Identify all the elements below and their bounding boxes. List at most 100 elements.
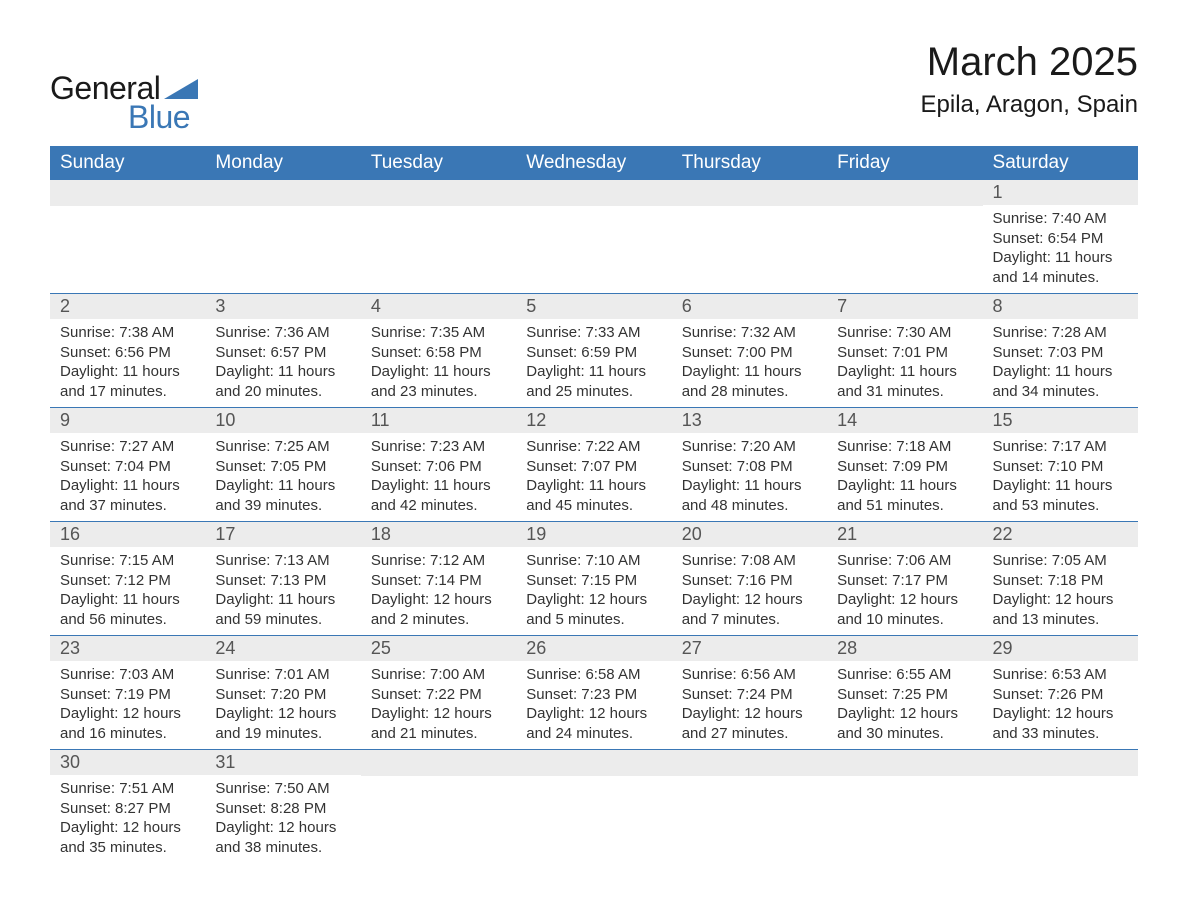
day-number: 25 bbox=[361, 636, 516, 661]
sunrise-text: Sunrise: 7:35 AM bbox=[371, 323, 506, 343]
empty-day-number bbox=[50, 180, 205, 206]
day-cell bbox=[50, 180, 205, 293]
day-number: 29 bbox=[983, 636, 1138, 661]
day-details: Sunrise: 7:38 AMSunset: 6:56 PMDaylight:… bbox=[50, 319, 205, 407]
day-number: 11 bbox=[361, 408, 516, 433]
sunrise-text: Sunrise: 7:50 AM bbox=[215, 779, 350, 799]
sunset-text: Sunset: 7:18 PM bbox=[993, 571, 1128, 591]
empty-day-body bbox=[361, 776, 516, 863]
daylight-text: Daylight: 12 hours and 5 minutes. bbox=[526, 590, 661, 629]
week-row: 2Sunrise: 7:38 AMSunset: 6:56 PMDaylight… bbox=[50, 293, 1138, 407]
day-number: 8 bbox=[983, 294, 1138, 319]
sunset-text: Sunset: 7:13 PM bbox=[215, 571, 350, 591]
day-cell: 16Sunrise: 7:15 AMSunset: 7:12 PMDayligh… bbox=[50, 522, 205, 635]
daylight-text: Daylight: 11 hours and 51 minutes. bbox=[837, 476, 972, 515]
week-row: 16Sunrise: 7:15 AMSunset: 7:12 PMDayligh… bbox=[50, 521, 1138, 635]
sunset-text: Sunset: 8:27 PM bbox=[60, 799, 195, 819]
weekday-header-row: Sunday Monday Tuesday Wednesday Thursday… bbox=[50, 146, 1138, 180]
sunset-text: Sunset: 7:22 PM bbox=[371, 685, 506, 705]
daylight-text: Daylight: 12 hours and 13 minutes. bbox=[993, 590, 1128, 629]
sunrise-text: Sunrise: 7:12 AM bbox=[371, 551, 506, 571]
sunset-text: Sunset: 7:05 PM bbox=[215, 457, 350, 477]
sunset-text: Sunset: 7:23 PM bbox=[526, 685, 661, 705]
sunrise-text: Sunrise: 6:58 AM bbox=[526, 665, 661, 685]
week-row: 9Sunrise: 7:27 AMSunset: 7:04 PMDaylight… bbox=[50, 407, 1138, 521]
day-cell: 12Sunrise: 7:22 AMSunset: 7:07 PMDayligh… bbox=[516, 408, 671, 521]
sunrise-text: Sunrise: 7:28 AM bbox=[993, 323, 1128, 343]
day-details: Sunrise: 6:53 AMSunset: 7:26 PMDaylight:… bbox=[983, 661, 1138, 749]
empty-day-number bbox=[672, 750, 827, 776]
day-details: Sunrise: 7:08 AMSunset: 7:16 PMDaylight:… bbox=[672, 547, 827, 635]
week-row: 23Sunrise: 7:03 AMSunset: 7:19 PMDayligh… bbox=[50, 635, 1138, 749]
day-number: 13 bbox=[672, 408, 827, 433]
day-cell: 28Sunrise: 6:55 AMSunset: 7:25 PMDayligh… bbox=[827, 636, 982, 749]
sunset-text: Sunset: 8:28 PM bbox=[215, 799, 350, 819]
day-details: Sunrise: 7:30 AMSunset: 7:01 PMDaylight:… bbox=[827, 319, 982, 407]
sunrise-text: Sunrise: 7:06 AM bbox=[837, 551, 972, 571]
day-cell: 24Sunrise: 7:01 AMSunset: 7:20 PMDayligh… bbox=[205, 636, 360, 749]
day-number: 10 bbox=[205, 408, 360, 433]
sunset-text: Sunset: 7:04 PM bbox=[60, 457, 195, 477]
sunset-text: Sunset: 7:24 PM bbox=[682, 685, 817, 705]
day-details: Sunrise: 7:00 AMSunset: 7:22 PMDaylight:… bbox=[361, 661, 516, 749]
daylight-text: Daylight: 12 hours and 19 minutes. bbox=[215, 704, 350, 743]
day-number: 2 bbox=[50, 294, 205, 319]
day-details: Sunrise: 7:40 AMSunset: 6:54 PMDaylight:… bbox=[983, 205, 1138, 293]
header-area: General Blue March 2025 Epila, Aragon, S… bbox=[50, 40, 1138, 136]
day-cell bbox=[361, 750, 516, 863]
day-cell bbox=[827, 750, 982, 863]
daylight-text: Daylight: 11 hours and 31 minutes. bbox=[837, 362, 972, 401]
day-details: Sunrise: 7:28 AMSunset: 7:03 PMDaylight:… bbox=[983, 319, 1138, 407]
empty-day-number bbox=[516, 180, 671, 206]
empty-day-body bbox=[672, 776, 827, 863]
day-number: 14 bbox=[827, 408, 982, 433]
sunset-text: Sunset: 7:14 PM bbox=[371, 571, 506, 591]
daylight-text: Daylight: 11 hours and 34 minutes. bbox=[993, 362, 1128, 401]
day-details: Sunrise: 7:18 AMSunset: 7:09 PMDaylight:… bbox=[827, 433, 982, 521]
sunrise-text: Sunrise: 7:23 AM bbox=[371, 437, 506, 457]
day-number: 23 bbox=[50, 636, 205, 661]
sunset-text: Sunset: 7:03 PM bbox=[993, 343, 1128, 363]
day-details: Sunrise: 7:25 AMSunset: 7:05 PMDaylight:… bbox=[205, 433, 360, 521]
daylight-text: Daylight: 12 hours and 24 minutes. bbox=[526, 704, 661, 743]
day-number: 27 bbox=[672, 636, 827, 661]
sunset-text: Sunset: 7:06 PM bbox=[371, 457, 506, 477]
daylight-text: Daylight: 11 hours and 39 minutes. bbox=[215, 476, 350, 515]
title-block: March 2025 Epila, Aragon, Spain bbox=[921, 40, 1139, 119]
day-details: Sunrise: 7:12 AMSunset: 7:14 PMDaylight:… bbox=[361, 547, 516, 635]
sunrise-text: Sunrise: 6:53 AM bbox=[993, 665, 1128, 685]
day-details: Sunrise: 7:17 AMSunset: 7:10 PMDaylight:… bbox=[983, 433, 1138, 521]
sunset-text: Sunset: 7:17 PM bbox=[837, 571, 972, 591]
day-cell: 2Sunrise: 7:38 AMSunset: 6:56 PMDaylight… bbox=[50, 294, 205, 407]
day-cell: 21Sunrise: 7:06 AMSunset: 7:17 PMDayligh… bbox=[827, 522, 982, 635]
empty-day-body bbox=[205, 206, 360, 293]
day-cell: 4Sunrise: 7:35 AMSunset: 6:58 PMDaylight… bbox=[361, 294, 516, 407]
empty-day-body bbox=[672, 206, 827, 293]
day-number: 6 bbox=[672, 294, 827, 319]
sunset-text: Sunset: 7:19 PM bbox=[60, 685, 195, 705]
day-details: Sunrise: 7:05 AMSunset: 7:18 PMDaylight:… bbox=[983, 547, 1138, 635]
day-details: Sunrise: 7:32 AMSunset: 7:00 PMDaylight:… bbox=[672, 319, 827, 407]
day-cell: 20Sunrise: 7:08 AMSunset: 7:16 PMDayligh… bbox=[672, 522, 827, 635]
sunrise-text: Sunrise: 7:05 AM bbox=[993, 551, 1128, 571]
day-details: Sunrise: 7:10 AMSunset: 7:15 PMDaylight:… bbox=[516, 547, 671, 635]
day-details: Sunrise: 7:01 AMSunset: 7:20 PMDaylight:… bbox=[205, 661, 360, 749]
week-row: 30Sunrise: 7:51 AMSunset: 8:27 PMDayligh… bbox=[50, 749, 1138, 863]
day-cell: 6Sunrise: 7:32 AMSunset: 7:00 PMDaylight… bbox=[672, 294, 827, 407]
empty-day-number bbox=[827, 750, 982, 776]
daylight-text: Daylight: 12 hours and 7 minutes. bbox=[682, 590, 817, 629]
day-cell: 15Sunrise: 7:17 AMSunset: 7:10 PMDayligh… bbox=[983, 408, 1138, 521]
sunset-text: Sunset: 7:10 PM bbox=[993, 457, 1128, 477]
day-cell: 5Sunrise: 7:33 AMSunset: 6:59 PMDaylight… bbox=[516, 294, 671, 407]
sunrise-text: Sunrise: 7:10 AM bbox=[526, 551, 661, 571]
daylight-text: Daylight: 11 hours and 23 minutes. bbox=[371, 362, 506, 401]
day-cell: 18Sunrise: 7:12 AMSunset: 7:14 PMDayligh… bbox=[361, 522, 516, 635]
sunset-text: Sunset: 6:56 PM bbox=[60, 343, 195, 363]
month-title: March 2025 bbox=[921, 40, 1139, 85]
sunset-text: Sunset: 7:00 PM bbox=[682, 343, 817, 363]
empty-day-body bbox=[50, 206, 205, 293]
day-number: 19 bbox=[516, 522, 671, 547]
day-details: Sunrise: 7:03 AMSunset: 7:19 PMDaylight:… bbox=[50, 661, 205, 749]
sunrise-text: Sunrise: 7:00 AM bbox=[371, 665, 506, 685]
day-number: 16 bbox=[50, 522, 205, 547]
